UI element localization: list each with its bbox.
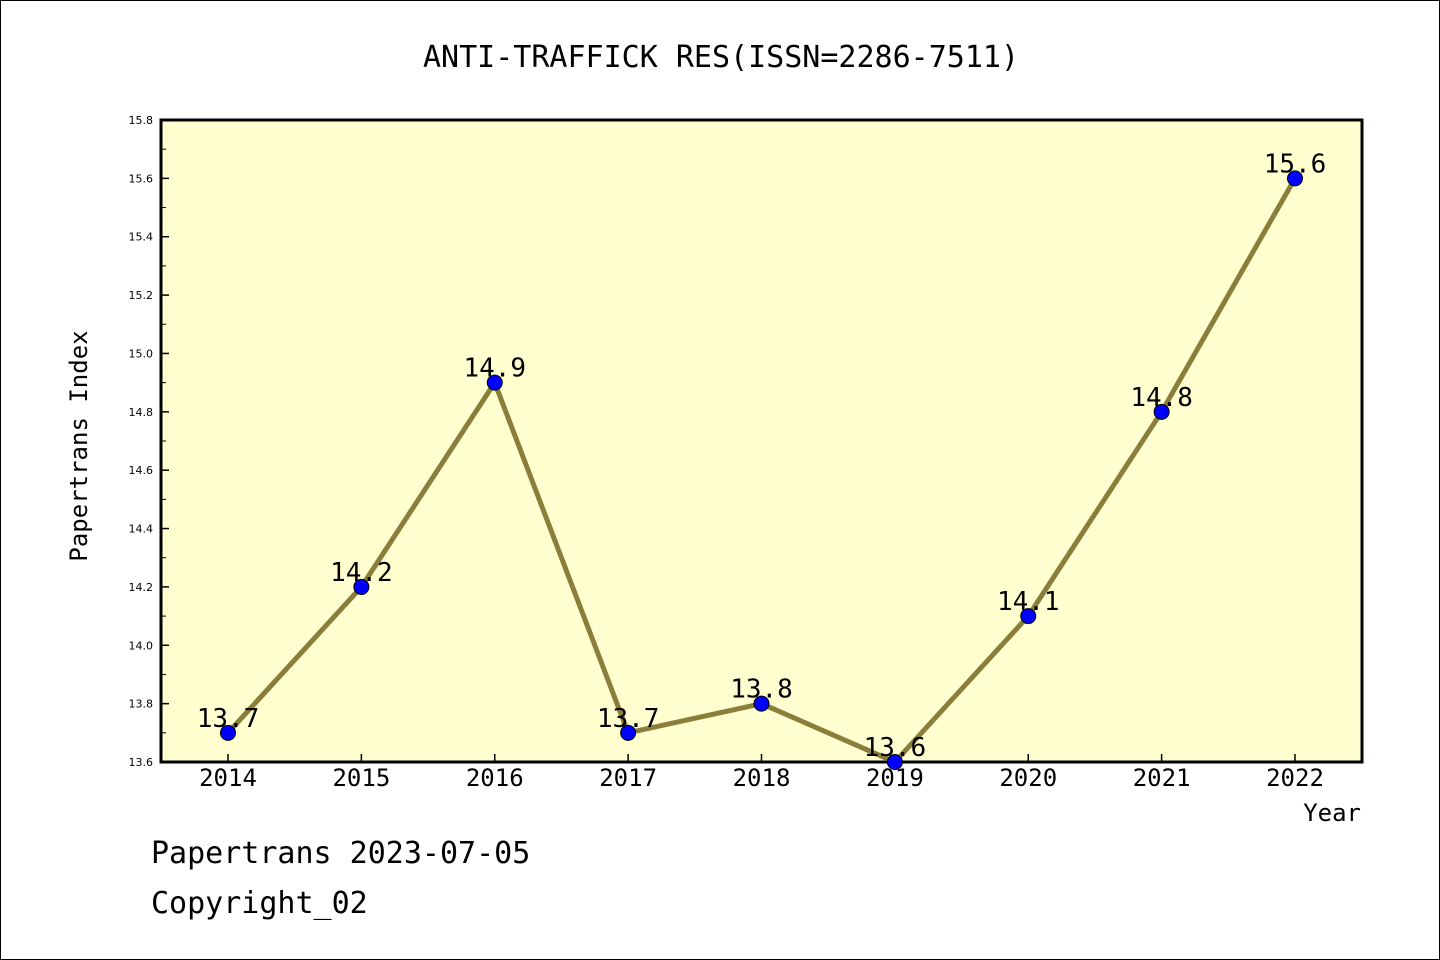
data-point [486,374,503,391]
y-tick-label: 15.8 [129,114,154,127]
data-label: 14.8 [1130,383,1193,413]
data-label: 14.1 [997,587,1060,617]
data-label: 14.2 [330,558,393,588]
data-label: 14.9 [463,354,526,384]
y-tick-label: 14.6 [129,464,154,477]
x-tick-label: 2018 [733,764,791,792]
y-tick-label: 15.4 [129,231,154,244]
footer-date: Papertrans 2023-07-05 [151,836,531,871]
y-axis-label: Papertrans Index [65,330,93,561]
data-label: 13.8 [730,675,793,705]
y-tick-label: 13.8 [129,698,154,711]
chart-title: ANTI-TRAFFICK RES(ISSN=2286-7511) [423,40,1019,75]
data-point [1153,403,1170,420]
x-tick-label: 2015 [332,764,390,792]
y-tick-label: 14.2 [129,581,154,594]
data-point [886,754,903,770]
x-tick-label: 2022 [1266,764,1324,792]
x-tick-label: 2017 [599,764,657,792]
data-label: 13.7 [197,704,260,734]
x-tick-label: 2020 [999,764,1057,792]
y-tick-label: 14.0 [129,639,154,652]
y-tick-label: 15.2 [129,289,154,302]
y-axis: 13.6 13.8 14.0 14.2 14.4 14.6 14.8 15.0 15.2 15.4… [129,114,169,769]
y-tick-label: 14.8 [129,406,154,419]
x-axis: 2014 2015 2016 2017 2018 2019 2020 2021 2022 [199,754,1324,792]
data-point [1287,170,1303,187]
footer-copyright: Copyright_02 [151,886,368,921]
data-label: 15.6 [1264,149,1327,179]
y-tick-label: 15.6 [129,172,154,185]
data-point [1020,608,1037,625]
x-tick-label: 2016 [466,764,524,792]
x-tick-label: 2021 [1133,764,1191,792]
data-points [220,170,1303,770]
data-point [220,724,236,741]
y-tick-label: 15.0 [129,347,154,360]
data-point [620,724,637,741]
x-axis-label: Year [1303,799,1361,827]
plot-area [159,118,1364,764]
data-label: 13.7 [597,704,660,734]
y-tick-label: 13.6 [129,756,154,769]
data-point [753,695,770,712]
x-tick-label: 2014 [199,764,257,792]
data-point [353,578,370,595]
data-label: 13.6 [864,733,927,763]
data-labels: 13.7 14.2 14.9 13.7 13.8 13.6 14.1 14.8 15.6 [197,149,1327,763]
y-tick-label: 14.4 [129,523,154,536]
